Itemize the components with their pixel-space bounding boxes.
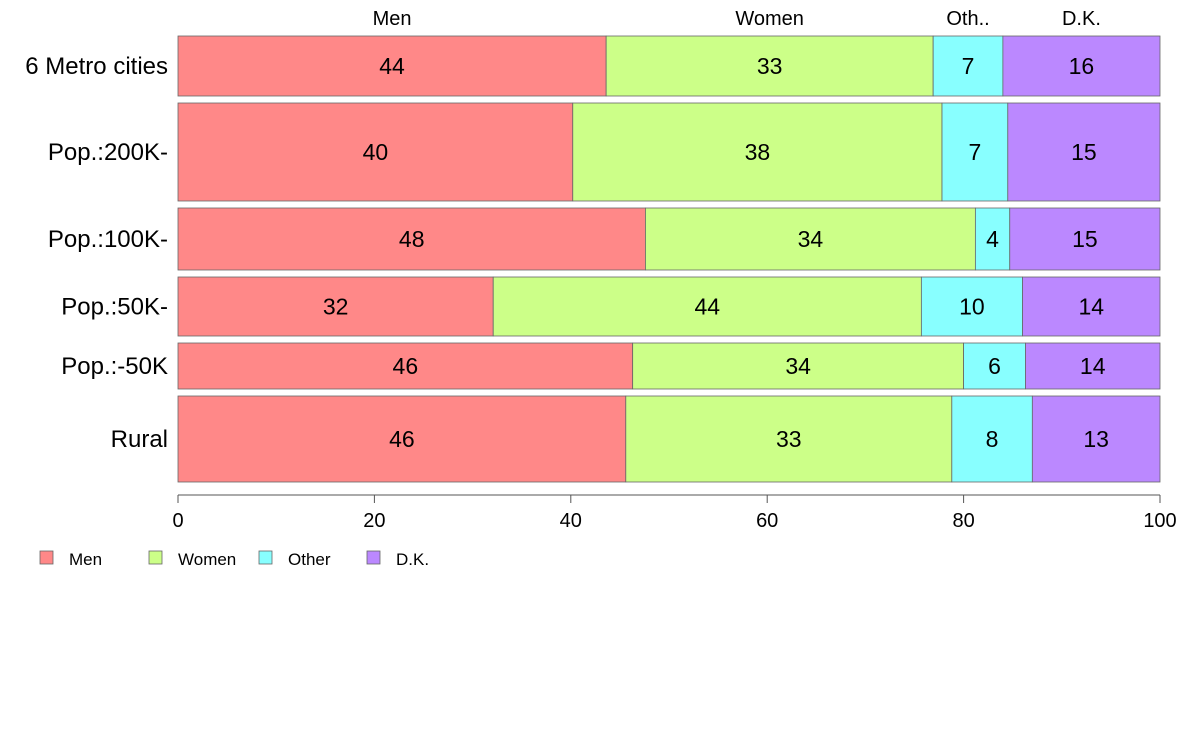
bar-value-label: 8 — [986, 426, 999, 452]
bar-segment — [177, 395, 627, 483]
bar-value-label: 46 — [389, 426, 415, 452]
bar-value-label: 15 — [1072, 226, 1098, 252]
x-tick-label: 80 — [952, 510, 974, 532]
bar-value-label: 14 — [1080, 353, 1106, 379]
bar-segment — [1031, 395, 1161, 483]
legend-swatch — [258, 550, 273, 565]
bar-value-label: 46 — [393, 353, 419, 379]
bar-segment — [1007, 102, 1161, 202]
bar-value-label: 34 — [798, 226, 824, 252]
bar-segment — [632, 342, 965, 390]
bar-segment — [177, 35, 607, 97]
bar-segment — [1009, 207, 1161, 271]
bar-segment — [645, 207, 976, 271]
category-label: Rural — [111, 426, 168, 453]
category-label: Pop.:50K- — [61, 294, 168, 321]
column-header: Men — [373, 8, 412, 30]
bar-value-label: 7 — [968, 139, 981, 165]
bars-layer: 44 33 7 16 40 38 7 15 48 34 4 15 32 44 10 14 46 34 6 14 46 33… — [177, 35, 1161, 483]
bar-value-label: 33 — [776, 426, 802, 452]
legend: Men Women Other D.K. — [39, 550, 429, 569]
bar-value-label: 13 — [1083, 426, 1109, 452]
bar-segment — [932, 35, 1004, 97]
bar-segment — [963, 342, 1026, 390]
bar-segment — [177, 276, 494, 337]
bar-value-label: 15 — [1071, 139, 1097, 165]
x-tick-label: 0 — [172, 510, 183, 532]
bar-value-label: 6 — [988, 353, 1001, 379]
bar-value-label: 33 — [757, 53, 783, 79]
legend-label: Women — [178, 550, 236, 569]
bar-value-label: 38 — [745, 139, 771, 165]
bar-segment — [1022, 276, 1161, 337]
bar-segment — [941, 102, 1009, 202]
x-tick-label: 40 — [560, 510, 582, 532]
legend-swatch — [39, 550, 54, 565]
bar-value-label: 4 — [986, 226, 999, 252]
bar-segment — [625, 395, 953, 483]
bar-value-label: 34 — [785, 353, 811, 379]
bar-value-label: 32 — [323, 294, 349, 320]
bar-segment — [572, 102, 943, 202]
bar-segment — [920, 276, 1023, 337]
column-header: Oth.. — [946, 8, 989, 30]
bar-segment — [1002, 35, 1161, 97]
bar-value-label: 44 — [379, 53, 405, 79]
column-header: D.K. — [1062, 8, 1101, 30]
bar-segment — [605, 35, 934, 97]
bar-segment — [492, 276, 922, 337]
category-label: Pop.:-50K — [61, 353, 168, 380]
bar-segment — [177, 102, 574, 202]
category-label: 6 Metro cities — [25, 53, 168, 80]
legend-swatch — [366, 550, 381, 565]
category-label: Pop.:200K- — [48, 139, 168, 166]
x-tick-label: 20 — [363, 510, 385, 532]
bar-segment — [951, 395, 1033, 483]
column-header: Women — [735, 8, 804, 30]
bar-value-label: 16 — [1069, 53, 1095, 79]
category-labels: 6 Metro cities Pop.:200K- Pop.:100K- Pop.:5… — [25, 53, 168, 453]
bar-value-label: 14 — [1078, 294, 1104, 320]
bar-value-label: 10 — [959, 294, 985, 320]
bar-value-label: 44 — [695, 294, 721, 320]
legend-label: Men — [69, 550, 102, 569]
bar-value-label: 7 — [962, 53, 975, 79]
column-headers: Men Women Oth.. D.K. — [373, 8, 1101, 30]
x-axis: 0 20 40 60 80 100 — [172, 494, 1177, 532]
x-tick-label: 60 — [756, 510, 778, 532]
bar-segment — [177, 207, 646, 271]
bar-segment — [1025, 342, 1161, 390]
legend-swatch — [148, 550, 163, 565]
bar-value-label: 48 — [399, 226, 425, 252]
bar-value-label: 40 — [363, 139, 389, 165]
x-tick-label: 100 — [1143, 510, 1176, 532]
bar-segment — [177, 342, 634, 390]
legend-label: Other — [288, 550, 331, 569]
legend-label: D.K. — [396, 550, 429, 569]
category-label: Pop.:100K- — [48, 226, 168, 253]
